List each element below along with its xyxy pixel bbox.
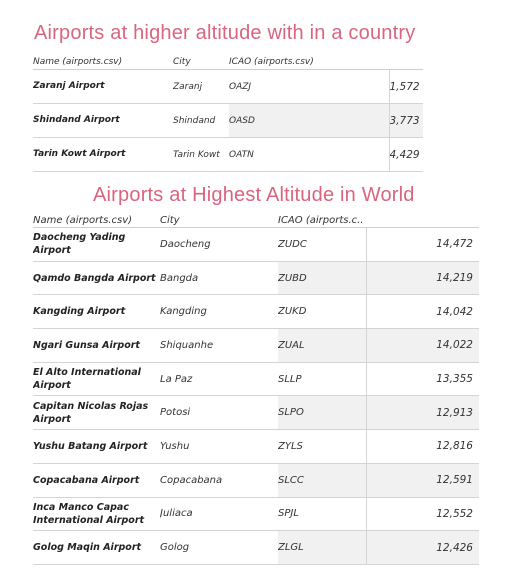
table-row[interactable]: Capitan Nicolas Rojas Airport Potosi SLPO 1… xyxy=(33,395,479,431)
section-title-world: Airports at Highest Altitude in World xyxy=(93,184,415,206)
airport-name-cell: Zaranj Airport xyxy=(33,69,173,104)
city-cell: Juliaca xyxy=(160,497,278,532)
table-row[interactable]: Yushu Batang Airport Yushu ZYLS 12,816 xyxy=(33,429,479,464)
altitude-cell: 12,426 xyxy=(365,530,479,565)
world-altitude-table: Name (airports.csv) City ICAO (airports.… xyxy=(33,213,479,565)
icao-cell: ZLGL xyxy=(278,530,366,565)
icao-cell: ZUDC xyxy=(278,227,366,262)
airport-name-cell: Golog Maqin Airport xyxy=(33,530,160,565)
icao-cell: ZYLS xyxy=(278,429,366,464)
table-header: Name (airports.csv) City ICAO (airports.… xyxy=(33,213,479,228)
altitude-cell: 1,572 xyxy=(388,69,423,104)
column-header-value xyxy=(389,55,423,70)
altitude-cell: 14,022 xyxy=(365,328,479,363)
altitude-cell: 12,591 xyxy=(365,463,479,498)
icao-cell: ZUAL xyxy=(278,328,366,363)
city-cell: La Paz xyxy=(160,362,278,397)
table-row[interactable]: Ngari Gunsa Airport Shiquanhe ZUAL 14,022 xyxy=(33,328,479,363)
airport-name-cell: Ngari Gunsa Airport xyxy=(33,328,160,363)
column-header-city[interactable]: City xyxy=(160,213,278,228)
airport-name-cell: Kangding Airport xyxy=(33,294,160,330)
altitude-cell: 3,773 xyxy=(388,103,423,138)
icao-cell: SLPO xyxy=(278,395,366,431)
column-header-value xyxy=(366,213,479,228)
altitude-cell: 14,042 xyxy=(365,294,479,330)
table-body: Zaranj Airport Zaranj OAZJ 1,572 Shindand Ai… xyxy=(33,69,423,172)
airport-name-cell: Inca Manco Capac International Airport xyxy=(33,497,160,532)
city-cell: Zaranj xyxy=(173,69,229,104)
icao-cell: OATN xyxy=(229,137,389,172)
table-row[interactable]: El Alto International Airport La Paz SLLP 1… xyxy=(33,362,479,397)
table-row[interactable]: Copacabana Airport Copacabana SLCC 12,591 xyxy=(33,463,479,498)
altitude-cell: 13,355 xyxy=(365,362,479,397)
table-row[interactable]: Kangding Airport Kangding ZUKD 14,042 xyxy=(33,294,479,330)
icao-cell: OAZJ xyxy=(229,69,389,104)
icao-cell: SLCC xyxy=(278,463,366,498)
city-cell: Golog xyxy=(160,530,278,565)
table-row[interactable]: Inca Manco Capac International Airport Ju… xyxy=(33,497,479,532)
city-cell: Potosi xyxy=(160,395,278,431)
column-header-name[interactable]: Name (airports.csv) xyxy=(33,213,160,228)
table-row[interactable]: Zaranj Airport Zaranj OAZJ 1,572 xyxy=(33,69,423,104)
city-cell: Daocheng xyxy=(160,227,278,262)
icao-cell: SPJL xyxy=(278,497,366,532)
altitude-cell: 12,913 xyxy=(365,395,479,431)
table-row[interactable]: Qamdo Bangda Airport Bangda ZUBD 14,219 xyxy=(33,261,479,296)
table-row[interactable]: Daocheng Yading Airport Daocheng ZUDC 14,47… xyxy=(33,227,479,262)
column-header-icao[interactable]: ICAO (airports.c.. xyxy=(278,213,366,228)
airport-name-cell: Qamdo Bangda Airport xyxy=(33,261,160,296)
city-cell: Tarin Kowt xyxy=(173,137,229,172)
country-altitude-table: Name (airports.csv) City ICAO (airports.… xyxy=(33,55,423,172)
icao-cell: ZUBD xyxy=(278,261,366,296)
column-header-city[interactable]: City xyxy=(173,55,229,70)
altitude-cell: 14,472 xyxy=(365,227,479,262)
altitude-cell: 4,429 xyxy=(388,137,423,172)
city-cell: Shindand xyxy=(173,103,229,138)
table-row[interactable]: Golog Maqin Airport Golog ZLGL 12,426 xyxy=(33,530,479,565)
icao-cell: OASD xyxy=(229,103,389,138)
airport-name-cell: Shindand Airport xyxy=(33,103,173,138)
airport-name-cell: Yushu Batang Airport xyxy=(33,429,160,464)
city-cell: Shiquanhe xyxy=(160,328,278,363)
city-cell: Yushu xyxy=(160,429,278,464)
table-body: Daocheng Yading Airport Daocheng ZUDC 14,47… xyxy=(33,227,479,565)
table-row[interactable]: Shindand Airport Shindand OASD 3,773 xyxy=(33,103,423,138)
icao-cell: ZUKD xyxy=(278,294,366,330)
airport-name-cell: Copacabana Airport xyxy=(33,463,160,498)
altitude-cell: 12,552 xyxy=(365,497,479,532)
airport-name-cell: Daocheng Yading Airport xyxy=(33,227,160,262)
table-row[interactable]: Tarin Kowt Airport Tarin Kowt OATN 4,429 xyxy=(33,137,423,172)
airport-name-cell: Tarin Kowt Airport xyxy=(33,137,173,172)
altitude-cell: 14,219 xyxy=(365,261,479,296)
column-header-name[interactable]: Name (airports.csv) xyxy=(33,55,173,70)
airport-name-cell: Capitan Nicolas Rojas Airport xyxy=(33,395,160,431)
airport-name-cell: El Alto International Airport xyxy=(33,362,160,397)
city-cell: Copacabana xyxy=(160,463,278,498)
city-cell: Bangda xyxy=(160,261,278,296)
table-header: Name (airports.csv) City ICAO (airports.… xyxy=(33,55,423,70)
section-title-country: Airports at higher altitude with in a co… xyxy=(34,22,416,44)
altitude-cell: 12,816 xyxy=(365,429,479,464)
city-cell: Kangding xyxy=(160,294,278,330)
column-header-icao[interactable]: ICAO (airports.csv) xyxy=(229,55,389,70)
icao-cell: SLLP xyxy=(278,362,366,397)
